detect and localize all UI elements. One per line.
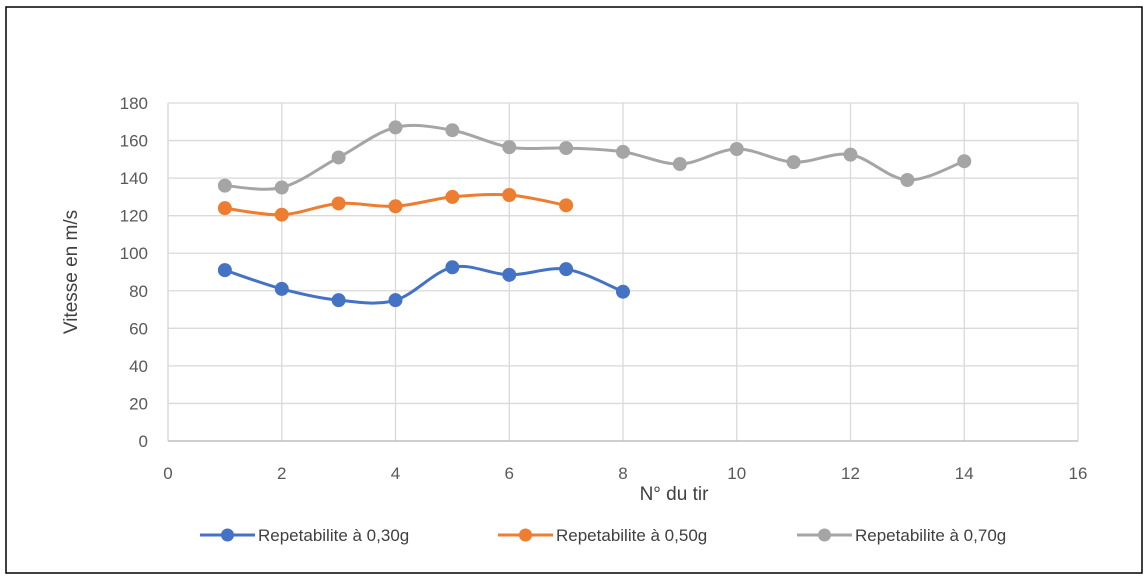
- legend-label: Repetabilite à 0,50g: [556, 526, 707, 545]
- data-point: [445, 260, 460, 275]
- data-point: [729, 142, 744, 157]
- data-point: [559, 198, 574, 213]
- legend-entry: Repetabilite à 0,70g: [797, 526, 1006, 545]
- data-point: [388, 120, 403, 135]
- y-tick-label: 20: [129, 394, 148, 413]
- legend-label: Repetabilite à 0,70g: [855, 526, 1006, 545]
- y-tick-label: 100: [120, 244, 148, 263]
- data-point: [502, 188, 517, 203]
- data-point: [217, 263, 232, 278]
- data-point: [900, 172, 915, 187]
- x-tick-label: 10: [727, 464, 746, 483]
- x-tick-label: 0: [163, 464, 172, 483]
- tick-labels: 0 20 40 60 80 100 120 140 160 180 0 2 4 6 8 10 12 14 16: [120, 94, 1088, 483]
- data-point: [502, 140, 517, 155]
- data-point: [274, 281, 289, 296]
- data-point: [388, 199, 403, 214]
- data-point: [786, 155, 801, 170]
- data-point: [843, 147, 858, 162]
- data-point: [672, 157, 687, 172]
- x-tick-label: 16: [1069, 464, 1088, 483]
- legend-marker: [519, 528, 532, 542]
- data-point: [331, 150, 346, 165]
- x-tick-label: 8: [618, 464, 627, 483]
- data-point: [559, 141, 574, 156]
- y-tick-label: 140: [120, 169, 148, 188]
- axes: [167, 103, 1078, 442]
- data-point: [502, 267, 517, 282]
- series-3: [217, 120, 972, 195]
- x-tick-label: 4: [391, 464, 400, 483]
- series-1: [217, 260, 630, 308]
- data-point: [559, 262, 574, 277]
- data-point: [217, 178, 232, 193]
- y-tick-label: 0: [139, 432, 148, 451]
- x-axis-title: N° du tir: [640, 484, 710, 505]
- legend-entry: Repetabilite à 0,50g: [498, 526, 707, 545]
- y-tick-label: 120: [120, 207, 148, 226]
- gridlines: [168, 102, 1079, 441]
- data-point: [331, 293, 346, 308]
- data-point: [616, 144, 630, 159]
- data-point: [331, 196, 346, 211]
- y-tick-label: 40: [129, 357, 148, 376]
- y-tick-label: 60: [129, 319, 148, 338]
- y-tick-label: 80: [129, 282, 148, 301]
- x-tick-label: 2: [277, 464, 286, 483]
- data-point: [217, 201, 232, 216]
- y-tick-label: 180: [120, 94, 148, 113]
- series-2: [217, 188, 574, 222]
- data-point: [274, 180, 289, 195]
- legend-label: Repetabilite à 0,30g: [258, 526, 409, 545]
- x-tick-label: 14: [955, 464, 974, 483]
- x-tick-label: 12: [841, 464, 860, 483]
- data-point: [616, 284, 630, 299]
- data-point: [274, 207, 289, 222]
- legend-entry: Repetabilite à 0,30g: [200, 526, 409, 545]
- chart-border: [5, 6, 1143, 574]
- legend-marker: [818, 528, 831, 542]
- data-point: [445, 123, 460, 138]
- series-lines: [217, 120, 972, 308]
- x-tick-label: 6: [505, 464, 514, 483]
- data-point: [388, 293, 403, 308]
- y-axis-title: Vitesse en m/s: [61, 210, 82, 334]
- data-point: [445, 189, 460, 204]
- data-point: [957, 154, 972, 169]
- legend-marker: [221, 528, 234, 542]
- y-tick-label: 160: [120, 132, 148, 151]
- legend: Repetabilite à 0,30g Repetabilite à 0,50g…: [200, 526, 1006, 545]
